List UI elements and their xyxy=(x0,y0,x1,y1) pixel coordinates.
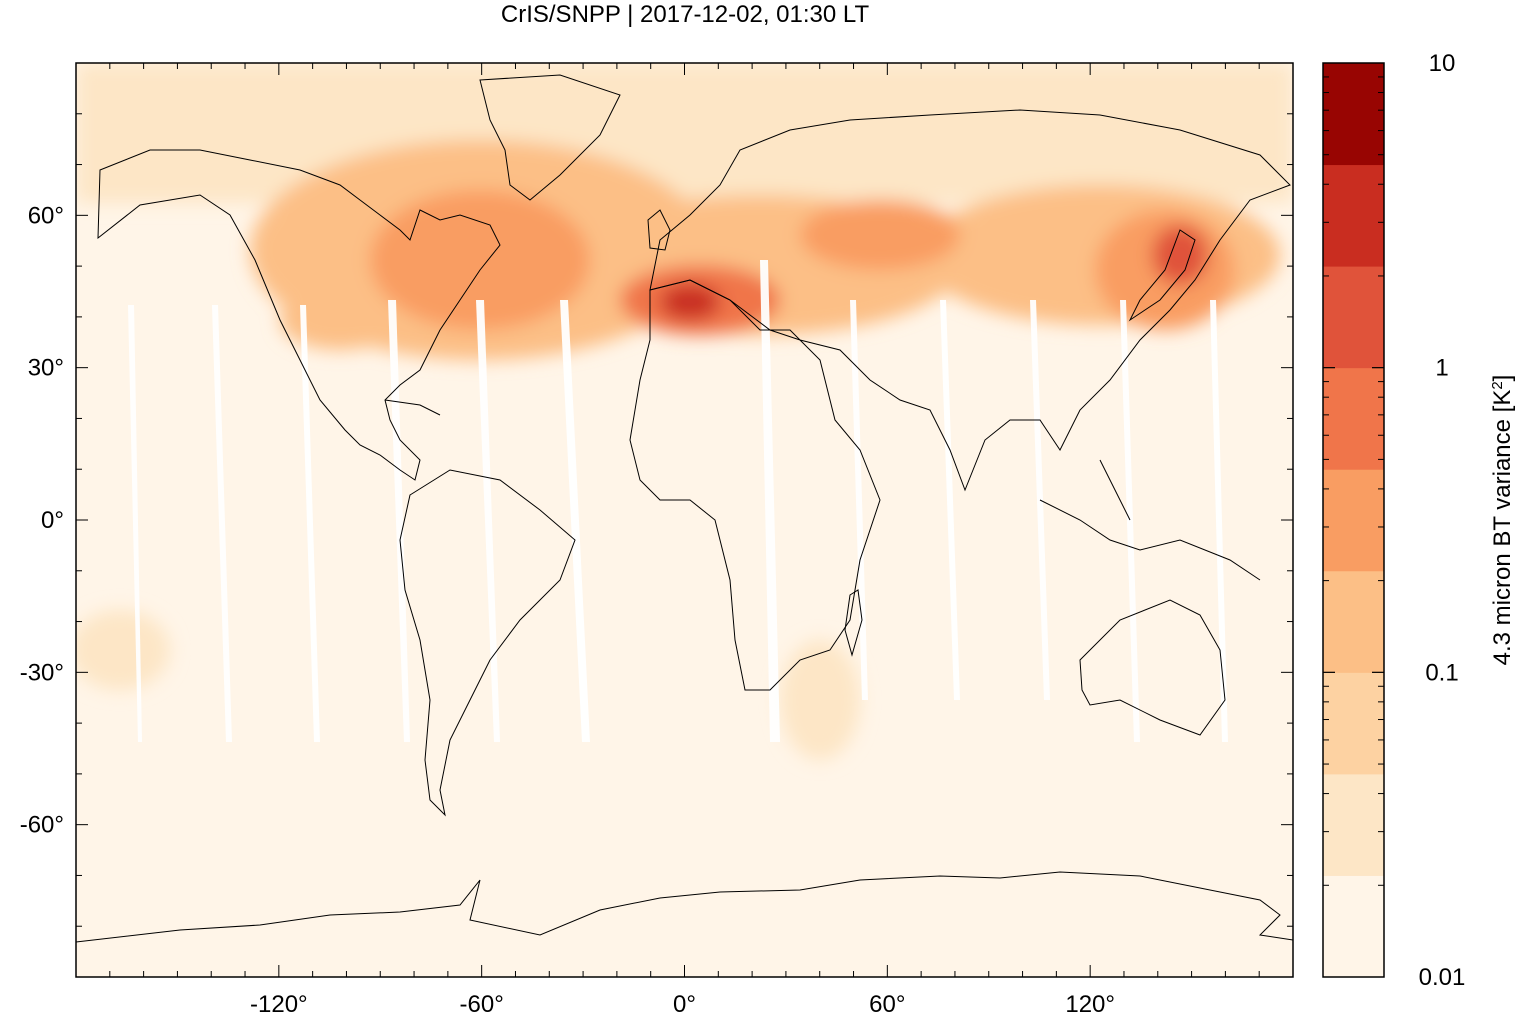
lon-tick-label: -120° xyxy=(250,991,308,1018)
antarctica-coast xyxy=(76,871,1293,943)
cuba-coast xyxy=(384,399,441,416)
greenland-coast xyxy=(479,74,621,201)
coastlines xyxy=(76,74,1293,943)
colorbar-step xyxy=(1323,570,1384,673)
colorbar-tick-label: 10 xyxy=(1429,50,1456,77)
colorbar-step xyxy=(1323,367,1384,470)
colorbar-step xyxy=(1323,875,1384,978)
lon-tick-label: 0° xyxy=(673,991,696,1018)
colorbar-label-text: 4.3 micron BT variance [K xyxy=(1489,390,1516,666)
north-america-coast xyxy=(97,149,501,481)
colorbar-label-end: ] xyxy=(1489,375,1516,382)
map-plot-area xyxy=(76,63,1293,977)
colorbar-step xyxy=(1323,266,1384,369)
lon-tick-label: -60° xyxy=(460,991,504,1018)
lat-tick-label: -60° xyxy=(20,812,64,839)
colorbar: 10 1 0.1 0.01 xyxy=(1322,50,1466,991)
colorbar-label-sup: 2 xyxy=(1489,381,1506,389)
south-america-coast xyxy=(399,469,576,817)
eurasia-coast xyxy=(649,109,1291,492)
lon-tick-label: 60° xyxy=(869,991,905,1018)
colorbar-step xyxy=(1323,469,1384,572)
swath-gaps xyxy=(128,260,1228,742)
lat-tick-label: -30° xyxy=(20,659,64,686)
lat-tick-label: 60° xyxy=(28,202,64,229)
colorbar-tick-label: 0.01 xyxy=(1419,964,1466,991)
colorbar-frame xyxy=(1322,62,1385,978)
japan-coast xyxy=(1128,229,1196,322)
colorbar-step xyxy=(1323,63,1384,166)
europe-africa-coast xyxy=(629,279,881,691)
latitude-axis: 60° 30° 0° -30° -60° xyxy=(20,113,1293,927)
map-title: CrIS/SNPP | 2017-12-02, 01:30 LT xyxy=(500,1,870,28)
uk-coast xyxy=(647,209,671,251)
longitude-axis: -120° -60° 0° 60° 120° xyxy=(109,63,1260,1018)
lat-tick-label: 0° xyxy=(41,507,64,534)
lon-tick-label: 120° xyxy=(1065,991,1115,1018)
indonesia-coast xyxy=(1039,459,1261,581)
colorbar-label: 4.3 micron BT variance [K2] xyxy=(1489,375,1517,666)
australia-coast xyxy=(1079,599,1226,736)
colorbar-step xyxy=(1323,672,1384,775)
lat-tick-label: 30° xyxy=(28,355,64,382)
colorbar-step xyxy=(1323,164,1384,267)
colorbar-tick-label: 1 xyxy=(1435,355,1448,382)
colorbar-tick-label: 0.1 xyxy=(1425,659,1458,686)
madagascar-coast xyxy=(844,589,863,657)
colorbar-step xyxy=(1323,773,1384,876)
